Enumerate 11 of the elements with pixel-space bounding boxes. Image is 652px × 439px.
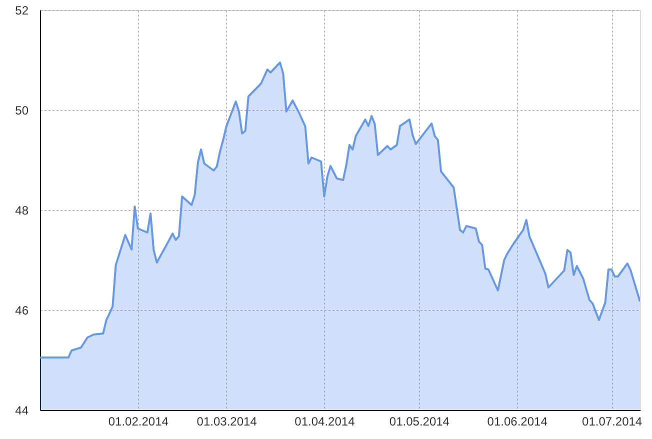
y-tick-label: 48 bbox=[15, 204, 29, 218]
y-tick-label: 52 bbox=[15, 4, 29, 18]
y-tick-label: 46 bbox=[15, 304, 29, 318]
x-tick-label: 01.04.2014 bbox=[294, 414, 356, 428]
x-tick-label: 01.06.2014 bbox=[487, 414, 548, 428]
x-tick-label: 01.03.2014 bbox=[196, 414, 258, 428]
x-tick-label: 01.05.2014 bbox=[389, 414, 450, 428]
y-tick-label: 44 bbox=[15, 404, 29, 418]
x-tick-label: 01.02.2014 bbox=[108, 414, 169, 428]
y-tick-label: 50 bbox=[15, 104, 29, 118]
x-tick-label: 01.07.2014 bbox=[582, 414, 642, 428]
